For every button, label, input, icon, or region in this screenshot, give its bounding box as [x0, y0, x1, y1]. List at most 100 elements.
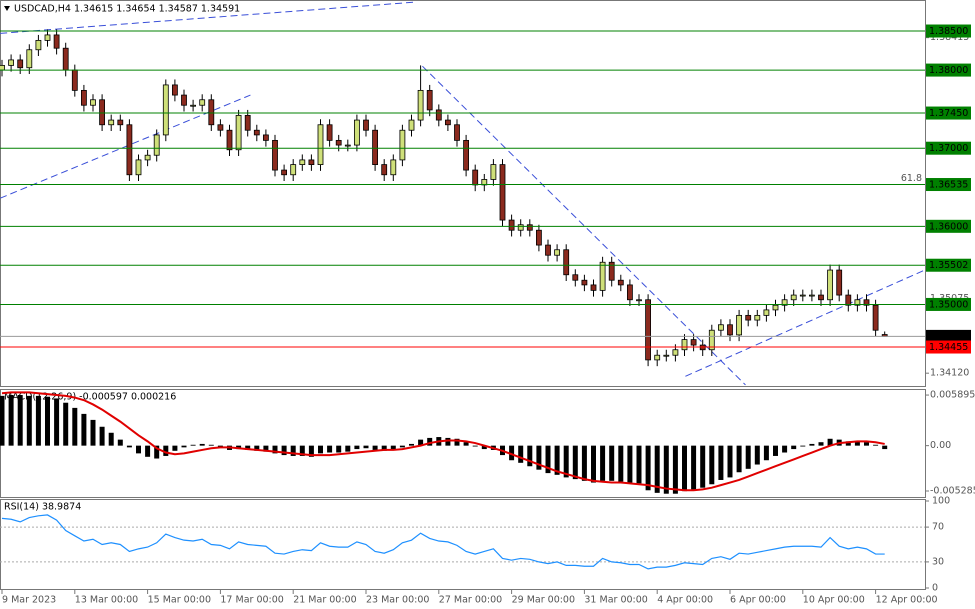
candle-body — [144, 154, 151, 161]
histogram-bar — [700, 445, 706, 488]
fib-label: 61.8 — [901, 173, 922, 184]
y-tick-label: 30 — [932, 556, 944, 567]
histogram-bar — [800, 445, 806, 447]
candle-body — [781, 299, 788, 306]
price-plot — [0, 1, 925, 386]
histogram-bar — [463, 442, 469, 446]
candle-body — [872, 304, 879, 331]
histogram-bar — [108, 432, 114, 446]
candle-body — [672, 349, 679, 356]
histogram-bar — [581, 445, 587, 481]
histogram-bar — [718, 445, 724, 480]
candle-body — [435, 109, 442, 121]
histogram-bar — [818, 442, 824, 446]
candle-body — [317, 124, 324, 166]
candle-body — [836, 269, 843, 296]
histogram-bar — [372, 445, 378, 450]
candle-body — [854, 299, 861, 306]
level-label: 1.37450 — [929, 108, 968, 119]
candle-body — [17, 59, 24, 69]
candle-body — [26, 49, 33, 69]
alert-label: 1.34455 — [929, 342, 968, 353]
candle-body — [663, 354, 670, 357]
histogram-bar — [682, 445, 687, 492]
histogram-bar — [308, 445, 314, 457]
histogram-bar — [509, 445, 515, 461]
candle-body — [399, 129, 406, 161]
candle-body — [799, 294, 806, 297]
histogram-bar — [263, 445, 269, 452]
candle-body — [472, 169, 479, 186]
y-tick-label: 0.005895 — [930, 390, 975, 401]
histogram-bar — [518, 445, 524, 463]
level-label: 1.37000 — [929, 143, 968, 154]
signal-line — [1, 391, 885, 492]
histogram-bar — [63, 402, 69, 446]
x-tick-label: 15 Mar 00:00 — [148, 595, 211, 606]
candle-body — [181, 94, 187, 106]
histogram-bar — [172, 445, 178, 451]
histogram-bar — [318, 445, 323, 454]
candle-body — [226, 129, 233, 151]
histogram-bar — [754, 445, 760, 465]
candle-body — [754, 314, 761, 321]
level-box — [926, 297, 971, 311]
histogram-bar — [418, 439, 424, 446]
histogram-bar — [327, 445, 333, 453]
level-box — [926, 141, 971, 155]
histogram-bar — [827, 438, 833, 446]
histogram-bar — [99, 426, 105, 446]
histogram-bar — [126, 445, 132, 448]
candle-body — [390, 159, 397, 176]
candle-body — [526, 224, 533, 231]
candle-body — [809, 294, 815, 297]
candle-body — [790, 294, 797, 301]
histogram-bar — [72, 407, 78, 446]
histogram-bar — [163, 445, 169, 456]
x-tick-label: 21 Mar 00:00 — [293, 595, 356, 606]
candle-body — [408, 119, 415, 131]
candle-body — [645, 299, 651, 361]
alert-box — [926, 340, 971, 354]
histogram-bar — [709, 445, 715, 485]
candle-body — [99, 99, 105, 126]
histogram-bar — [54, 398, 60, 446]
candle-body — [335, 139, 342, 146]
candle-body — [235, 114, 242, 151]
candle-body — [508, 219, 515, 231]
histogram-bar — [363, 445, 369, 449]
histogram-bar — [763, 445, 769, 461]
candle-body — [617, 279, 624, 286]
histogram-bar — [854, 441, 860, 446]
histogram-bar — [272, 445, 278, 454]
candle-body — [35, 39, 42, 51]
candle-body — [536, 229, 542, 246]
candle-body — [308, 159, 315, 166]
histogram-bar — [536, 445, 542, 470]
candle-body — [572, 274, 579, 281]
level-box — [926, 24, 971, 38]
level-label: 1.36000 — [929, 221, 968, 232]
candle-body — [344, 144, 351, 147]
x-tick-label: 4 Apr 00:00 — [657, 595, 713, 606]
y-tick-label: 70 — [932, 522, 944, 533]
x-tick-label: 27 Mar 00:00 — [439, 595, 502, 606]
candle-body — [499, 164, 506, 221]
histogram-bar — [481, 445, 487, 450]
candle-body — [281, 169, 288, 176]
histogram-bar — [873, 444, 879, 446]
histogram-bar — [627, 445, 633, 483]
candle-body — [581, 279, 588, 286]
candle-body — [208, 99, 215, 126]
candle-body — [772, 304, 779, 311]
candle-body — [363, 119, 369, 131]
histogram-bar — [45, 396, 50, 446]
level-label: 1.38500 — [929, 26, 968, 37]
histogram-bar — [336, 445, 342, 453]
candle-body — [290, 164, 297, 176]
x-tick-label: 10 Apr 00:00 — [803, 595, 865, 606]
current-price-label: 1.34591 — [929, 331, 968, 342]
x-tick-label: 23 Mar 00:00 — [366, 595, 429, 606]
histogram-bar — [654, 445, 660, 493]
candle-body — [690, 339, 697, 346]
